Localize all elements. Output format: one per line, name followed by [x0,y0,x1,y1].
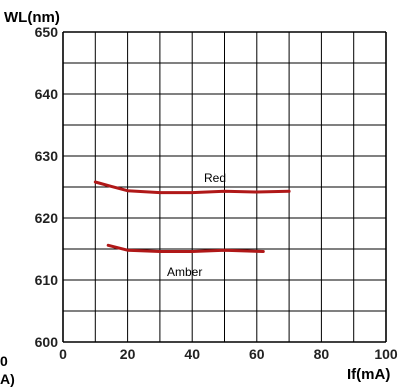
cut-off-zero-label: 0 [0,353,8,369]
y-tick-label: 600 [35,334,59,350]
x-axis-label: If(mA) [347,366,390,383]
x-tick-label: 60 [249,346,265,362]
cut-off-unit-label: A) [0,371,15,387]
x-tick-label: 40 [184,346,200,362]
series-label-amber: Amber [167,265,202,279]
y-tick-label: 620 [35,210,59,226]
series-line-red [93,180,291,195]
y-axis-label: WL(nm) [4,9,60,26]
y-tick-label: 650 [35,24,59,40]
tick-labels: 0 20 40 60 80 100 600 610 620 630 640 650 [35,24,398,362]
y-tick-label: 640 [35,86,59,102]
series-label-red: Red [204,171,226,185]
grid [62,31,387,343]
y-tick-label: 630 [35,148,59,164]
y-tick-label: 610 [35,272,59,288]
x-tick-label: 0 [59,346,67,362]
x-tick-label: 100 [374,346,398,362]
x-tick-label: 20 [120,346,136,362]
series-lines: Red Amber [93,171,291,279]
x-tick-label: 80 [314,346,330,362]
series-line-amber [106,243,265,253]
